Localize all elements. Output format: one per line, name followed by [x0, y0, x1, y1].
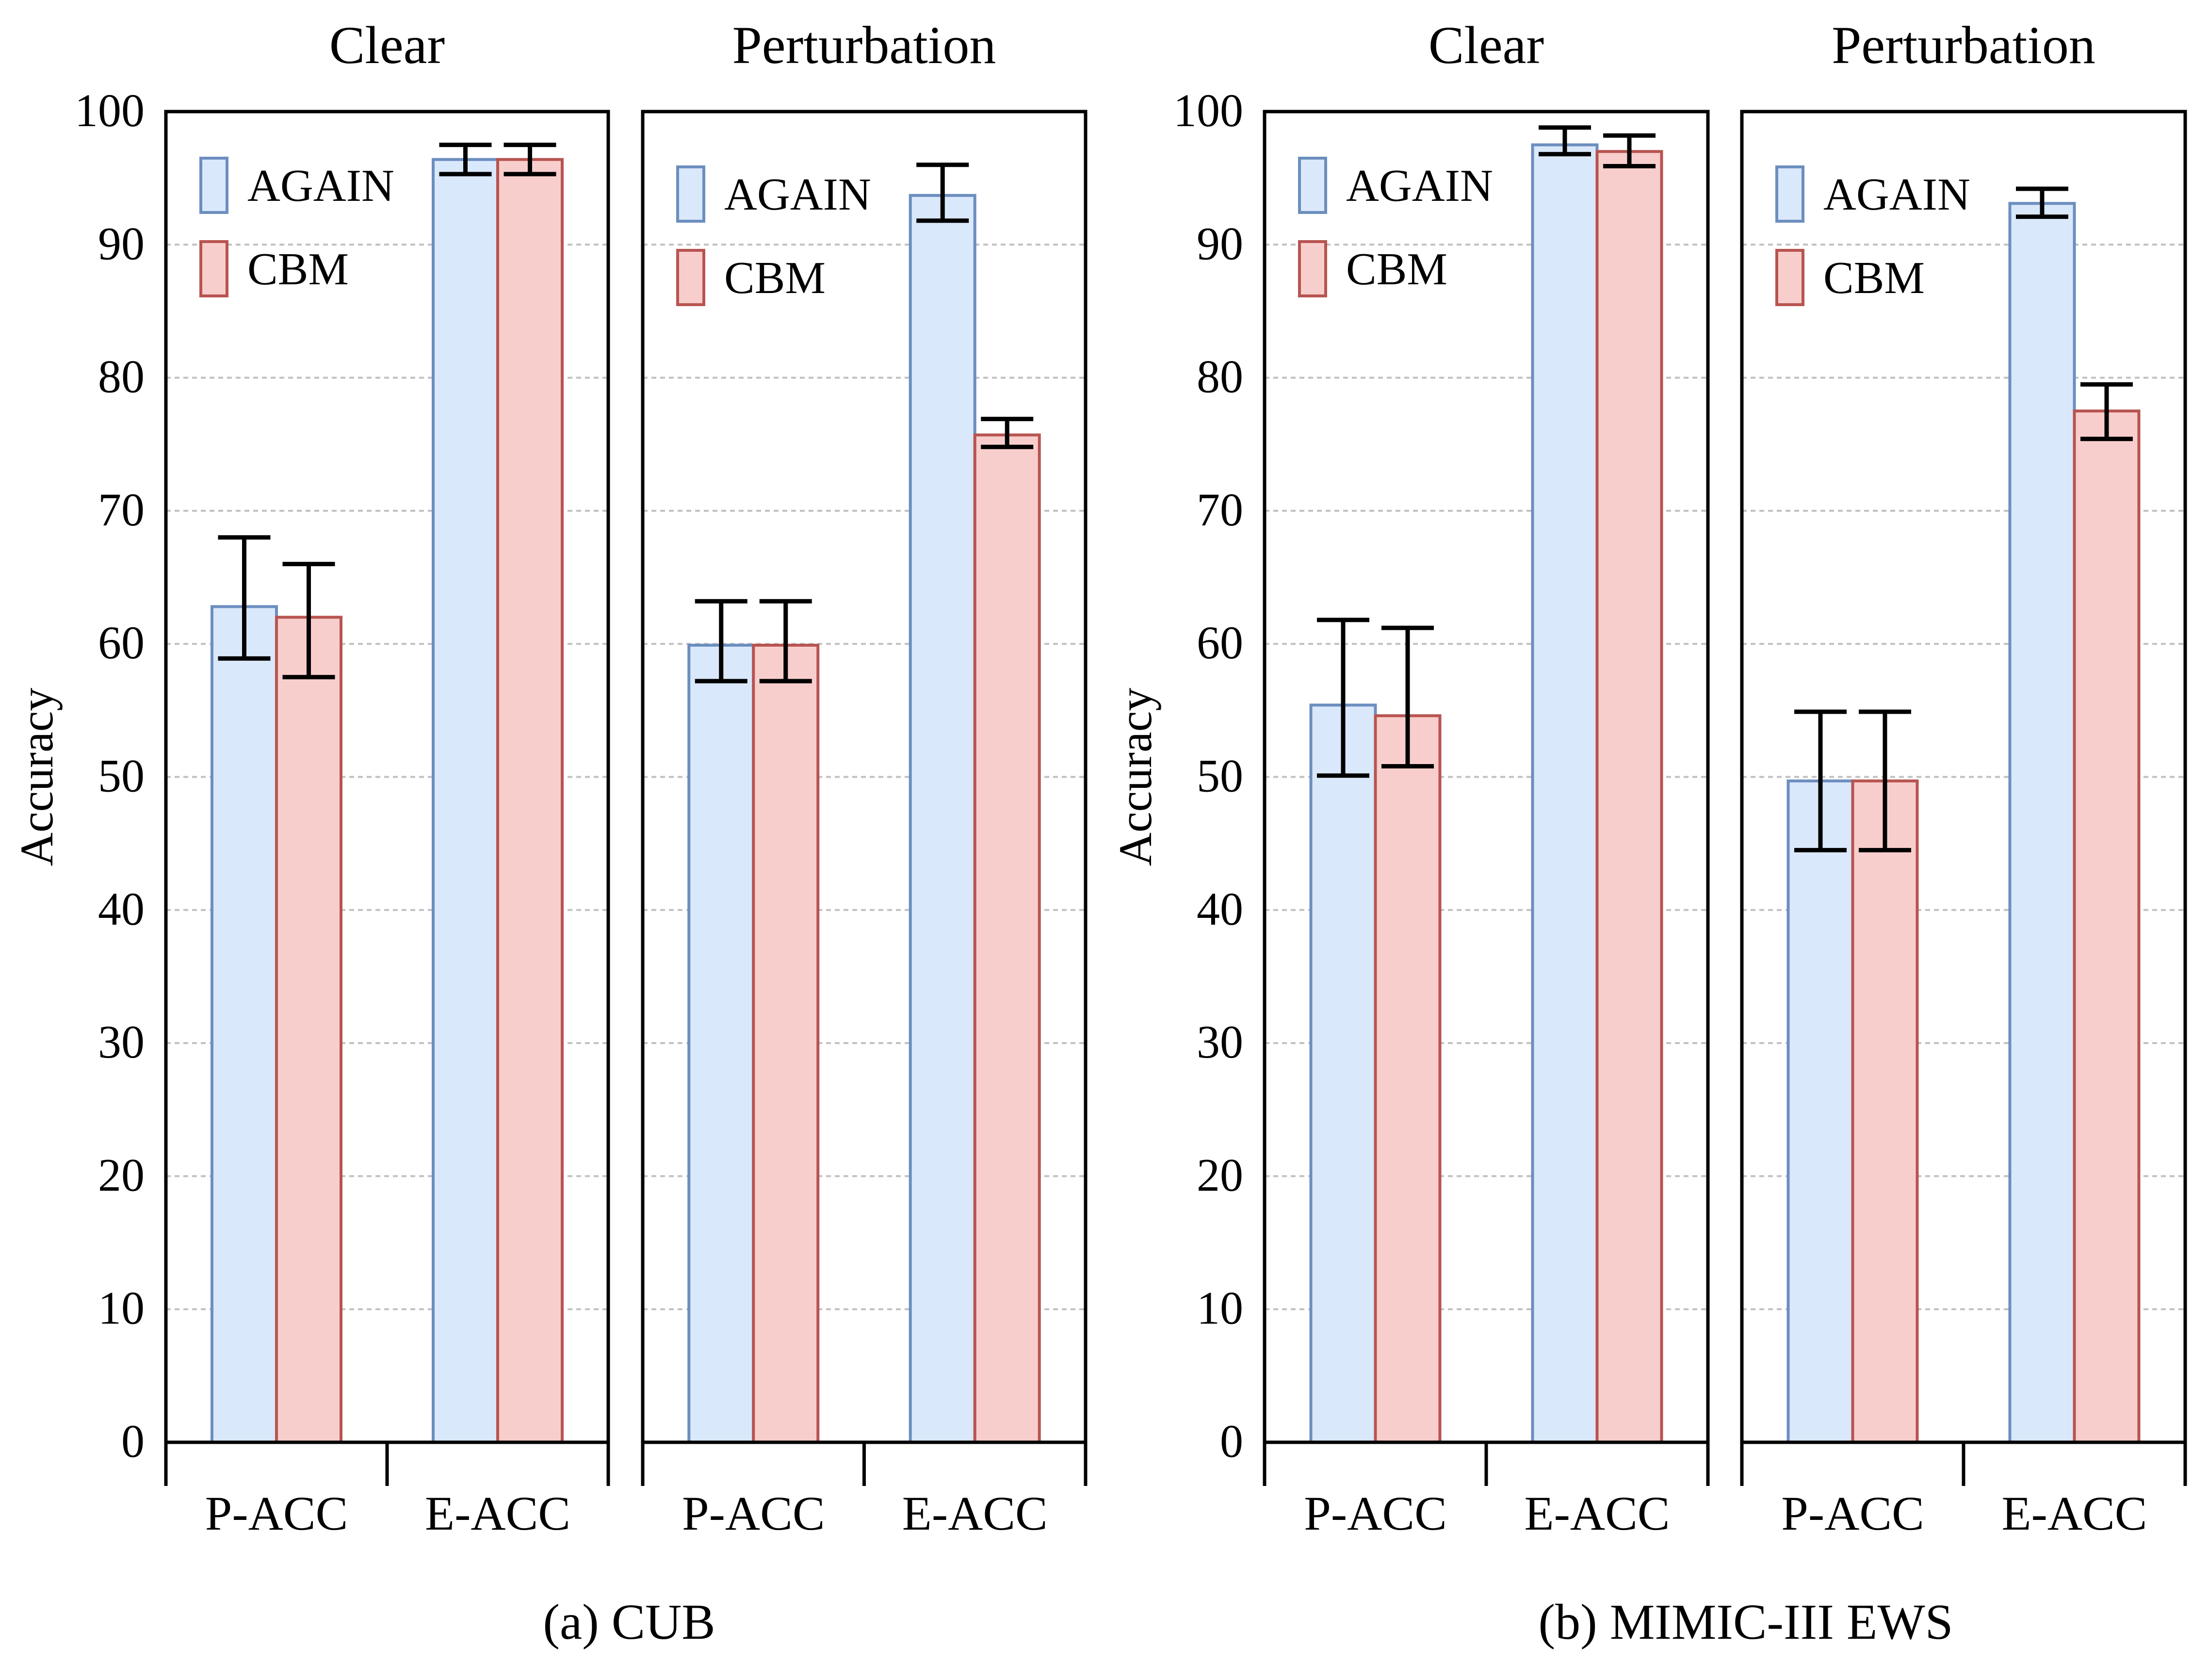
y-tick-label: 80 [1197, 351, 1243, 403]
y-tick-label: 0 [1220, 1415, 1243, 1467]
x-tick-label: E-ACC [425, 1486, 570, 1540]
y-tick-label: 60 [98, 617, 145, 669]
legend-swatch-cbm [199, 240, 228, 297]
figure-caption: (b) MIMIC-III EWS [1539, 1594, 1953, 1650]
panel-title: Perturbation [1832, 16, 2095, 75]
bar-cbm-e-acc [1595, 150, 1663, 1444]
legend-label-again: AGAIN [247, 161, 394, 211]
y-tick-label: 40 [1197, 883, 1243, 935]
y-tick-label: 50 [98, 750, 145, 802]
bar-cbm-e-acc [973, 433, 1041, 1444]
y-tick-label: 90 [1197, 217, 1243, 269]
y-tick-label: 20 [1197, 1149, 1243, 1201]
y-tick-label: 30 [98, 1016, 145, 1068]
bar-again-e-acc [432, 158, 499, 1444]
bar-cbm-p-acc [752, 643, 820, 1444]
y-tick-label: 30 [1197, 1016, 1243, 1068]
x-tick-label: E-ACC [902, 1486, 1048, 1540]
panel-frame [1263, 110, 1710, 1442]
legend-swatch-again [1775, 165, 1804, 223]
figure-caption: (a) CUB [543, 1594, 715, 1650]
panel-frame [641, 110, 1088, 1442]
legend-swatch-cbm [1775, 249, 1804, 306]
panel-title: Clear [1429, 16, 1544, 75]
y-axis-title: Accuracy [1109, 688, 1161, 866]
bar-cbm-p-acc [1374, 714, 1442, 1444]
legend-label-again: AGAIN [724, 169, 871, 220]
legend-label-again: AGAIN [1346, 161, 1493, 211]
legend-label-cbm: CBM [1823, 253, 1925, 303]
x-tick-label: P-ACC [1781, 1486, 1924, 1540]
bar-again-e-acc [1531, 143, 1599, 1444]
x-tick-label: P-ACC [682, 1486, 825, 1540]
y-tick-label: 70 [1197, 484, 1243, 536]
y-tick-label: 100 [75, 84, 145, 136]
x-tick-label: P-ACC [205, 1486, 348, 1540]
y-tick-label: 50 [1197, 750, 1243, 802]
bar-again-p-acc [211, 605, 278, 1444]
x-tick-label: E-ACC [2002, 1486, 2147, 1540]
y-tick-label: 40 [98, 883, 145, 935]
legend-swatch-again [199, 157, 228, 214]
y-tick-label: 70 [98, 484, 145, 536]
legend-swatch-cbm [676, 249, 705, 306]
legend-swatch-again [676, 165, 705, 223]
y-tick-label: 100 [1173, 84, 1243, 136]
y-tick-label: 0 [121, 1415, 145, 1467]
x-tick-label: P-ACC [1304, 1486, 1447, 1540]
x-tick-label: E-ACC [1525, 1486, 1670, 1540]
bar-cbm-e-acc [2073, 409, 2141, 1444]
bar-cbm-p-acc [1851, 779, 1919, 1444]
bar-again-e-acc [2008, 202, 2076, 1444]
bar-cbm-e-acc [496, 158, 564, 1444]
bar-cbm-p-acc [275, 616, 342, 1444]
legend-label-again: AGAIN [1823, 169, 1970, 220]
y-axis-title: Accuracy [11, 688, 63, 866]
legend-swatch-cbm [1298, 240, 1327, 297]
legend-label-cbm: CBM [1346, 244, 1447, 294]
y-tick-label: 20 [98, 1149, 145, 1201]
legend-label-cbm: CBM [247, 244, 349, 294]
panel-title: Clear [329, 16, 445, 75]
y-tick-label: 60 [1197, 617, 1243, 669]
bar-again-p-acc [1309, 703, 1377, 1444]
panel-title: Perturbation [732, 16, 996, 75]
panel-frame [164, 110, 610, 1442]
legend-label-cbm: CBM [724, 253, 826, 303]
panel-frame [1740, 110, 2187, 1442]
bar-again-p-acc [1786, 779, 1854, 1444]
legend-swatch-again [1298, 157, 1327, 214]
y-tick-label: 80 [98, 351, 145, 403]
y-tick-label: 90 [98, 217, 145, 269]
y-tick-label: 10 [98, 1282, 145, 1334]
y-tick-label: 10 [1197, 1282, 1243, 1334]
bar-again-p-acc [687, 643, 755, 1444]
bar-again-e-acc [909, 194, 976, 1444]
